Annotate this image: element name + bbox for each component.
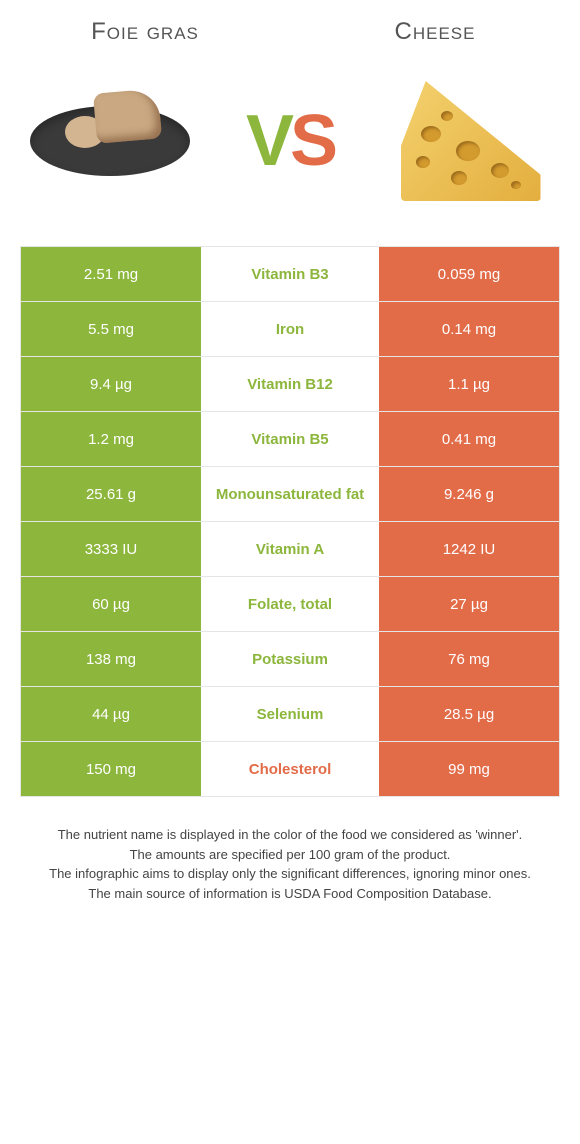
right-food-title: Cheese [290,18,580,46]
left-value: 44 µg [21,687,201,741]
footnote-line: The infographic aims to display only the… [20,864,560,884]
vs-label: VS [246,100,334,182]
nutrient-label: Selenium [201,687,379,741]
foie-gras-illustration [22,66,197,216]
right-value: 99 mg [379,742,559,796]
left-value: 150 mg [21,742,201,796]
vs-s: S [290,101,334,181]
right-value: 28.5 µg [379,687,559,741]
right-value: 9.246 g [379,467,559,521]
nutrient-label: Vitamin B5 [201,412,379,466]
left-value: 138 mg [21,632,201,686]
right-value: 0.14 mg [379,302,559,356]
header-row: Foie gras Cheese [0,0,580,46]
nutrient-label: Vitamin B12 [201,357,379,411]
left-value: 3333 IU [21,522,201,576]
nutrient-label: Vitamin B3 [201,247,379,301]
left-value: 9.4 µg [21,357,201,411]
vs-v: V [246,101,290,181]
nutrient-label: Potassium [201,632,379,686]
left-value: 5.5 mg [21,302,201,356]
left-value: 60 µg [21,577,201,631]
right-value: 0.059 mg [379,247,559,301]
table-row: 150 mgCholesterol99 mg [21,742,559,797]
table-row: 138 mgPotassium76 mg [21,632,559,687]
footnote-line: The nutrient name is displayed in the co… [20,825,560,845]
comparison-table: 2.51 mgVitamin B30.059 mg5.5 mgIron0.14 … [20,246,560,797]
table-row: 25.61 gMonounsaturated fat9.246 g [21,467,559,522]
footnote: The nutrient name is displayed in the co… [20,825,560,903]
right-value: 0.41 mg [379,412,559,466]
nutrient-label: Vitamin A [201,522,379,576]
footnote-line: The amounts are specified per 100 gram o… [20,845,560,865]
nutrient-label: Monounsaturated fat [201,467,379,521]
table-row: 2.51 mgVitamin B30.059 mg [21,247,559,302]
images-row: VS [0,46,580,246]
footnote-line: The main source of information is USDA F… [20,884,560,904]
left-food-title: Foie gras [0,18,290,46]
nutrient-label: Folate, total [201,577,379,631]
right-value: 27 µg [379,577,559,631]
nutrient-label: Iron [201,302,379,356]
left-value: 2.51 mg [21,247,201,301]
table-row: 3333 IUVitamin A1242 IU [21,522,559,577]
right-value: 1242 IU [379,522,559,576]
nutrient-label: Cholesterol [201,742,379,796]
right-value: 76 mg [379,632,559,686]
table-row: 44 µgSelenium28.5 µg [21,687,559,742]
table-row: 1.2 mgVitamin B50.41 mg [21,412,559,467]
table-row: 60 µgFolate, total27 µg [21,577,559,632]
left-value: 1.2 mg [21,412,201,466]
left-value: 25.61 g [21,467,201,521]
table-row: 5.5 mgIron0.14 mg [21,302,559,357]
table-row: 9.4 µgVitamin B121.1 µg [21,357,559,412]
cheese-illustration [383,66,558,216]
right-value: 1.1 µg [379,357,559,411]
